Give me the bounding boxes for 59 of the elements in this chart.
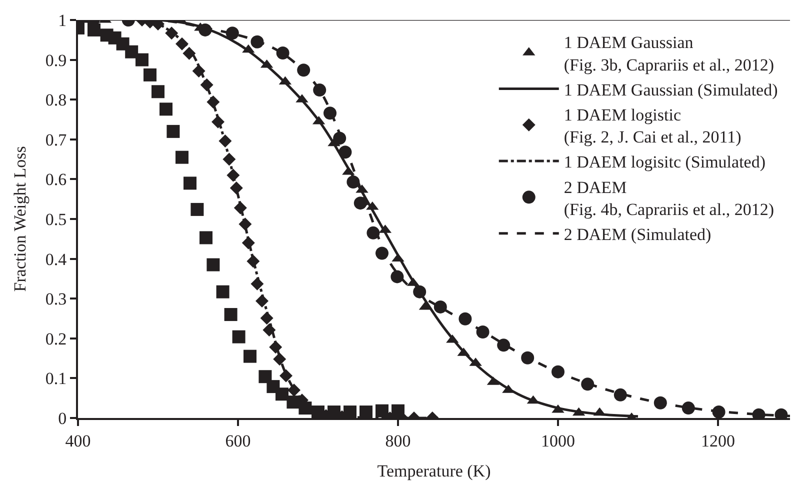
y-tick-label: 0.4 [45, 250, 68, 269]
y-tick-label: 0.1 [45, 369, 67, 388]
point [224, 308, 238, 322]
point [125, 45, 138, 58]
y-tick-label: 0.8 [45, 90, 67, 110]
legend-label: 1 DAEM logistic (Fig. 2, J. Cai et al., 2011) [564, 105, 742, 147]
point [152, 85, 164, 98]
y-tick-label: 0.9 [45, 50, 67, 70]
point [88, 23, 100, 36]
legend-label: 1 DAEM Gaussian (Fig. 3b, Caprariis et al., 2012) [564, 33, 774, 74]
y-tick-label: 1 [58, 10, 67, 30]
point [160, 102, 172, 116]
point [226, 26, 239, 40]
point [312, 406, 324, 418]
legend-label: 1 DAEM logisitc (Simulated) [564, 152, 766, 172]
point [346, 175, 360, 188]
point [206, 258, 220, 272]
point [497, 338, 510, 352]
y-tick-label: 0.6 [45, 170, 67, 190]
point [244, 350, 256, 363]
point [298, 402, 312, 415]
legend-label: 2 DAEM (Simulated) [564, 224, 712, 244]
point [166, 124, 180, 138]
x-tick-label: 400 [65, 431, 91, 450]
point [614, 388, 627, 402]
x-tick-label: 600 [225, 431, 251, 450]
x-tick-label: 800 [385, 431, 411, 450]
point [682, 402, 695, 415]
y-axis-title: Fraction Weight Loss [10, 146, 30, 292]
point [144, 68, 156, 82]
legend-label: 2 DAEM (Fig. 4b, Caprariis et al., 2012) [564, 178, 774, 219]
y-tick-label: 0 [58, 408, 67, 428]
point [360, 406, 372, 418]
point [344, 406, 356, 418]
point [232, 330, 246, 344]
x-axis-title: Temperature (K) [377, 461, 491, 480]
x-tick-label: 1000 [541, 431, 575, 450]
point [313, 84, 326, 97]
y-tick-label: 0.2 [45, 329, 67, 348]
y-tick-label: 0.5 [45, 210, 67, 229]
point [392, 404, 404, 418]
point [216, 285, 230, 298]
point [390, 270, 404, 284]
point [286, 396, 300, 409]
point [434, 300, 447, 314]
point [276, 388, 288, 401]
x-tick-label: 1200 [701, 431, 735, 450]
point [176, 150, 188, 164]
y-tick-label: 0.7 [45, 130, 68, 150]
point [190, 202, 204, 216]
point [184, 176, 196, 190]
point [258, 370, 272, 384]
y-tick-label: 0.3 [45, 290, 67, 309]
point [200, 231, 212, 244]
point [328, 406, 340, 418]
point [276, 46, 290, 60]
point [136, 53, 148, 66]
point [376, 404, 388, 418]
legend-label: 1 DAEM Gaussian (Simulated) [564, 80, 778, 100]
